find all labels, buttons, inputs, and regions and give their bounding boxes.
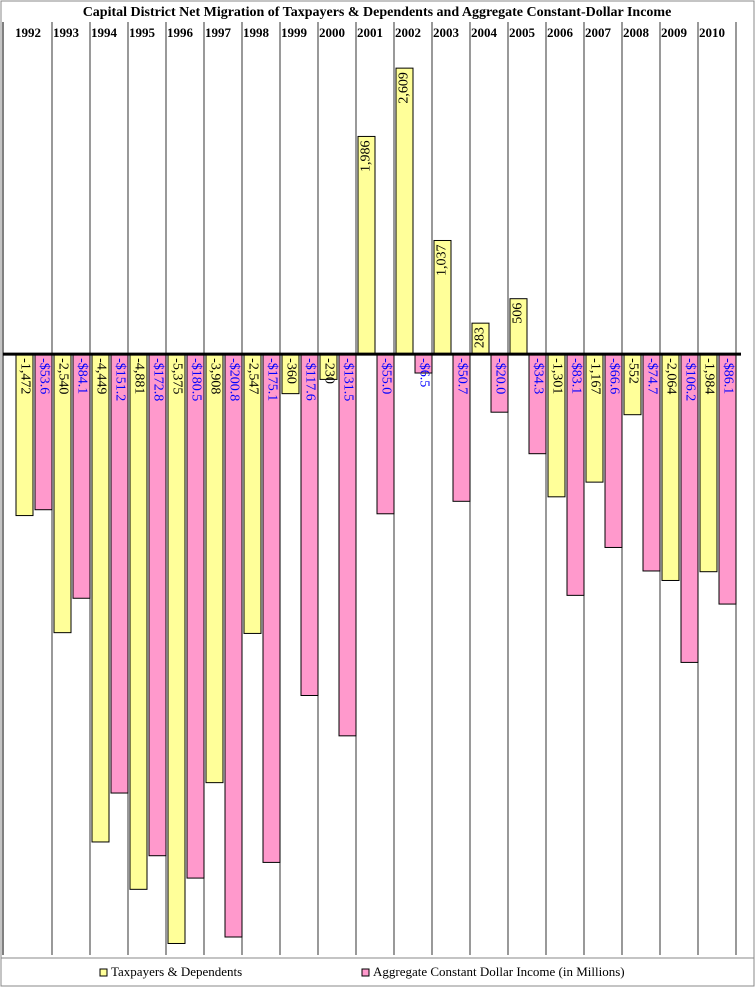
data-label: 1,986 (359, 140, 374, 172)
bar (395, 67, 414, 355)
data-label: -2,064 (663, 358, 678, 394)
bar (205, 353, 224, 784)
x-tick-label: 1995 (129, 25, 156, 40)
data-label: -$6.5 (416, 358, 431, 387)
data-label: -$53.6 (36, 358, 51, 394)
x-tick-label: 2009 (661, 25, 688, 40)
x-tick-label: 1999 (281, 25, 308, 40)
legend-swatch (361, 968, 370, 977)
data-label: -$84.1 (74, 358, 89, 394)
x-tick-label: 2005 (509, 25, 536, 40)
x-tick-label: 1996 (167, 25, 194, 40)
data-label: 1,037 (435, 244, 450, 276)
bar (110, 353, 129, 794)
data-label: 2,609 (397, 72, 412, 104)
x-tick-label: 2001 (357, 25, 383, 40)
bar (148, 353, 167, 857)
data-label: -3,908 (207, 358, 222, 394)
data-label: -$175.1 (264, 358, 279, 401)
data-label: -552 (625, 358, 640, 384)
data-label: -$50.7 (454, 358, 469, 394)
bar (243, 353, 262, 634)
bar (91, 353, 110, 843)
bar (300, 353, 319, 696)
data-label: -5,375 (169, 358, 184, 394)
chart-title: Capital District Net Migration of Taxpay… (83, 5, 672, 20)
legend-swatch (99, 968, 108, 977)
data-label: -$74.7 (644, 358, 659, 394)
x-tick-label: 2007 (585, 25, 612, 40)
bar (338, 353, 357, 737)
data-label: -4,449 (93, 358, 108, 394)
data-label: -$200.8 (226, 358, 241, 401)
x-tick-label: 1998 (243, 25, 270, 40)
data-label: -$172.8 (150, 358, 165, 401)
data-label: -230 (321, 358, 336, 384)
data-label: -4,881 (131, 358, 146, 394)
x-tick-label: 1993 (53, 25, 80, 40)
bar (224, 353, 243, 938)
legend-label: Taxpayers & Dependents (111, 964, 242, 979)
data-label: -$66.6 (606, 358, 621, 394)
data-label: -$20.0 (492, 358, 507, 394)
x-tick-label: 2003 (433, 25, 460, 40)
data-label: -$131.5 (340, 358, 355, 401)
bar (53, 353, 72, 634)
data-label: -$180.5 (188, 358, 203, 401)
bar (167, 353, 186, 944)
data-label: -$117.6 (302, 358, 317, 401)
data-label: -1,167 (587, 358, 602, 394)
data-label: -$34.3 (530, 358, 545, 394)
x-tick-label: 2010 (699, 25, 725, 40)
x-tick-label: 1994 (91, 25, 118, 40)
data-label: -2,547 (245, 358, 260, 394)
legend-label: Aggregate Constant Dollar Income (in Mil… (373, 964, 625, 979)
x-tick-label: 2002 (395, 25, 421, 40)
data-label: -$83.1 (568, 358, 583, 394)
x-tick-label: 1997 (205, 25, 232, 40)
data-label: -$55.0 (378, 358, 393, 394)
bar (129, 353, 148, 890)
x-tick-label: 2006 (547, 25, 574, 40)
x-tick-label: 2008 (623, 25, 650, 40)
data-label: -1,984 (701, 358, 716, 394)
x-tick-label: 2004 (471, 25, 498, 40)
x-tick-label: 2000 (319, 25, 345, 40)
bar (262, 353, 281, 863)
data-label: 283 (473, 327, 488, 348)
data-label: -360 (283, 358, 298, 384)
data-label: -1,301 (549, 358, 564, 394)
data-label: -$151.2 (112, 358, 127, 401)
data-label: -2,540 (55, 358, 70, 394)
data-label: -$86.1 (720, 358, 735, 394)
x-tick-label: 1992 (15, 25, 41, 40)
bar (186, 353, 205, 879)
data-label: -1,472 (17, 358, 32, 394)
data-label: -$106.2 (682, 358, 697, 401)
data-label: 506 (511, 303, 526, 324)
